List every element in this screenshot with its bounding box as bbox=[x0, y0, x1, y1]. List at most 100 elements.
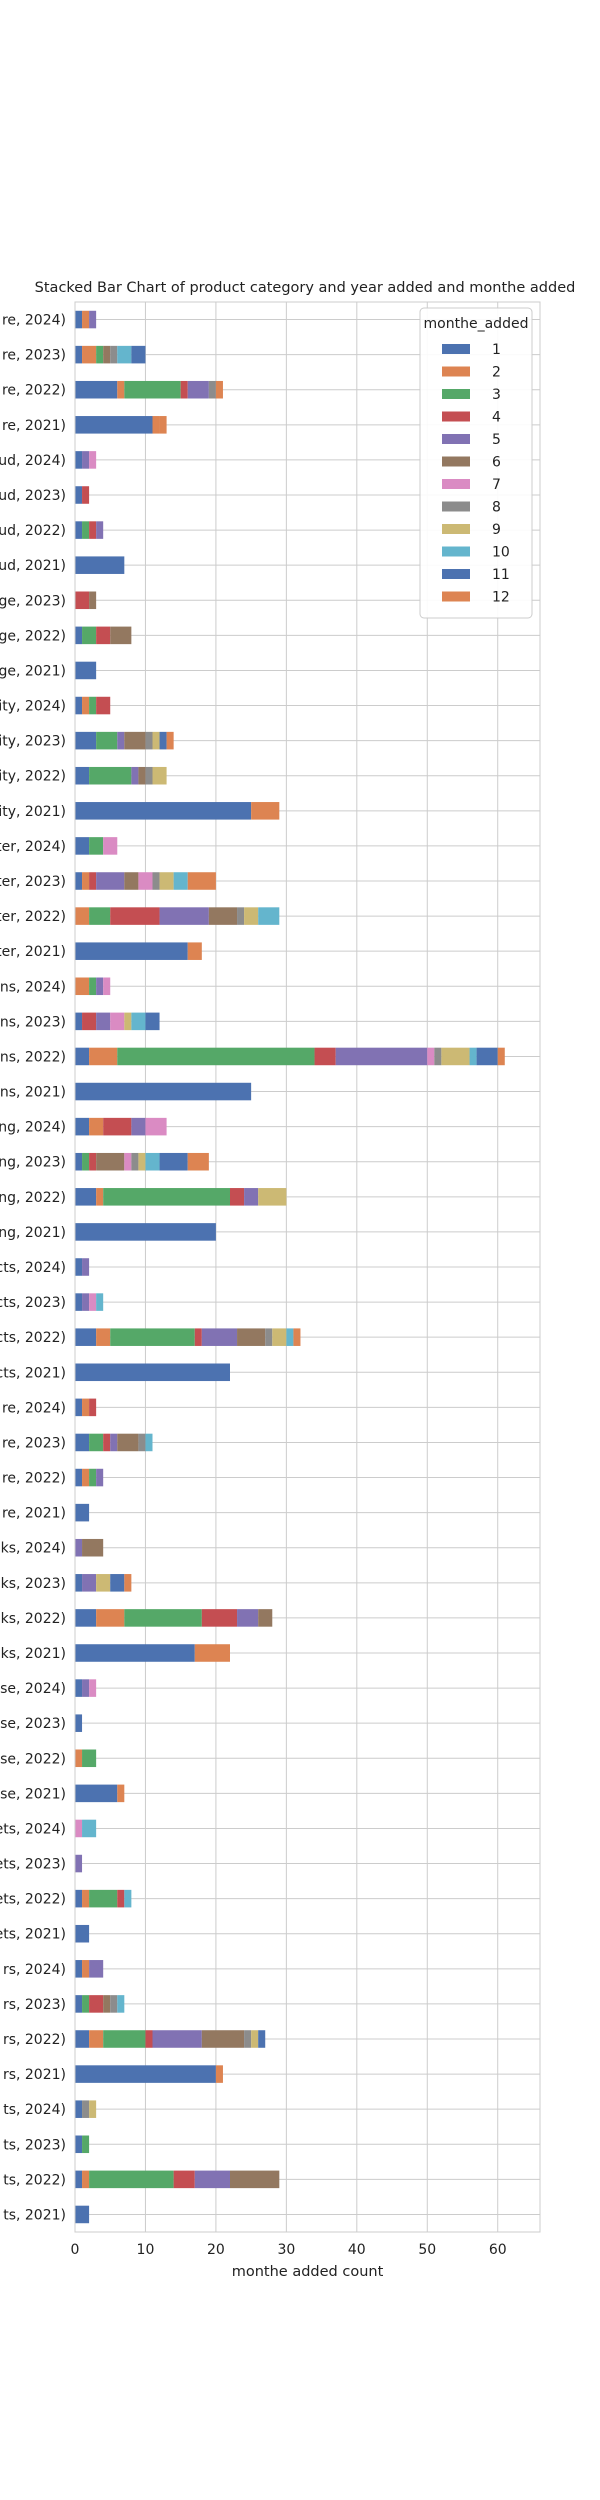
bar-segment bbox=[124, 872, 139, 890]
bar-segment bbox=[89, 696, 97, 715]
legend-label: 6 bbox=[492, 455, 501, 471]
bar-segment bbox=[75, 1995, 83, 2013]
bar-segment bbox=[75, 1889, 83, 1908]
y-tick-label: cts, 2024) bbox=[0, 1260, 66, 1276]
bar-segment bbox=[187, 1152, 209, 1171]
bar-segment bbox=[244, 1188, 259, 1206]
bar-segment bbox=[96, 1609, 125, 1627]
y-tick-label: ks, 2024) bbox=[1, 1541, 66, 1557]
bar-segment bbox=[75, 1398, 83, 1417]
bar-segment bbox=[89, 1293, 97, 1311]
bar-segment bbox=[89, 837, 104, 855]
bar-segment bbox=[82, 1398, 90, 1417]
y-tick-label: ns, 2021) bbox=[0, 1085, 66, 1101]
bar-segment bbox=[75, 942, 188, 960]
bar-segment bbox=[145, 1012, 160, 1031]
bar-segment bbox=[230, 2170, 280, 2189]
legend-swatch bbox=[442, 591, 470, 602]
bar-segment bbox=[251, 2030, 259, 2048]
bar-segment bbox=[103, 2030, 146, 2048]
bar-segment bbox=[75, 1538, 83, 1557]
bar-segment bbox=[75, 1293, 83, 1311]
bar-segment bbox=[131, 345, 146, 364]
bar-segment bbox=[75, 310, 83, 329]
legend-label: 12 bbox=[492, 590, 510, 606]
bar-segment bbox=[434, 1047, 442, 1066]
bar-segment bbox=[237, 907, 245, 925]
bar-segment bbox=[138, 1433, 146, 1452]
y-tick-label: re, 2024) bbox=[2, 313, 66, 329]
bar-segment bbox=[82, 626, 97, 645]
bar-segment bbox=[117, 1433, 139, 1452]
bar-segment bbox=[145, 2030, 153, 2048]
bar-segment bbox=[82, 1819, 97, 1838]
bar-segment bbox=[187, 872, 216, 890]
bar-segment bbox=[89, 2030, 104, 2048]
bar-segment bbox=[75, 1924, 90, 1943]
bar-segment bbox=[258, 2030, 266, 2048]
y-tick-label: ets, 2022) bbox=[0, 1892, 66, 1908]
bar-segment bbox=[152, 766, 167, 785]
bar-segment bbox=[124, 1152, 132, 1171]
bar-segment bbox=[89, 451, 97, 469]
legend-label: 5 bbox=[492, 432, 501, 448]
bar-segment bbox=[82, 521, 90, 539]
bar-segment bbox=[103, 1117, 132, 1136]
bar-segment bbox=[75, 1503, 90, 1522]
bar-segment bbox=[124, 380, 181, 399]
y-tick-label: ks, 2021) bbox=[1, 1646, 66, 1662]
bar-segment bbox=[265, 1328, 273, 1346]
bar-segment bbox=[124, 1574, 132, 1592]
bar-segment bbox=[159, 1152, 188, 1171]
legend-label: 1 bbox=[492, 342, 501, 358]
bar-segment bbox=[75, 1644, 195, 1662]
bar-segment bbox=[75, 872, 83, 890]
bar-segment bbox=[180, 380, 188, 399]
bar-segment bbox=[82, 486, 90, 504]
y-tick-labels: re, 2024) re, 2023) re, 2022) re, 2021) ud, … bbox=[0, 313, 66, 2224]
bar-segment bbox=[75, 626, 83, 645]
bar-segment bbox=[75, 1433, 90, 1452]
y-tick-label: ter, 2024) bbox=[0, 839, 66, 855]
bar-segment bbox=[96, 731, 118, 750]
y-tick-label: se, 2022) bbox=[0, 1751, 66, 1767]
x-tick-label: 60 bbox=[489, 2242, 507, 2258]
bar-segment bbox=[75, 591, 90, 610]
bar-segment bbox=[75, 1784, 118, 1803]
bar-segment bbox=[96, 626, 111, 645]
bar-segment bbox=[110, 1995, 118, 2013]
bar-segment bbox=[110, 626, 132, 645]
y-tick-label: ts, 2022) bbox=[3, 2172, 66, 2188]
bar-segment bbox=[75, 556, 125, 574]
bar-segment bbox=[124, 1889, 132, 1908]
bar-segment bbox=[441, 1047, 470, 1066]
y-tick-label: re, 2023) bbox=[2, 348, 66, 364]
bar-segment bbox=[173, 2170, 195, 2189]
bar-segment bbox=[110, 345, 118, 364]
bar-segment bbox=[89, 310, 97, 329]
bar-segment bbox=[335, 1047, 428, 1066]
bar-segment bbox=[314, 1047, 336, 1066]
bar-segment bbox=[215, 2065, 223, 2083]
bar-segment bbox=[82, 1574, 97, 1592]
x-tick-label: 40 bbox=[348, 2242, 366, 2258]
bar-segment bbox=[173, 872, 188, 890]
y-tick-label: re, 2021) bbox=[2, 418, 66, 434]
bar-segment bbox=[131, 1152, 139, 1171]
y-tick-label: ts, 2021) bbox=[3, 2207, 66, 2223]
y-tick-label: ng, 2021) bbox=[0, 1225, 66, 1241]
bar-segment bbox=[145, 1117, 167, 1136]
bar-segment bbox=[75, 977, 90, 996]
bar-segment bbox=[138, 766, 146, 785]
bar-segment bbox=[272, 1328, 287, 1346]
bar-segment bbox=[82, 345, 97, 364]
bar-segment bbox=[124, 1609, 202, 1627]
bar-segment bbox=[96, 1152, 125, 1171]
y-tick-label: ity, 2022) bbox=[0, 769, 66, 785]
bar-segment bbox=[82, 310, 90, 329]
y-tick-label: re, 2021) bbox=[2, 1506, 66, 1522]
bar-segment bbox=[131, 1012, 146, 1031]
bar-segment bbox=[75, 1117, 90, 1136]
bars-layer bbox=[75, 310, 505, 2224]
bar-segment bbox=[75, 345, 83, 364]
